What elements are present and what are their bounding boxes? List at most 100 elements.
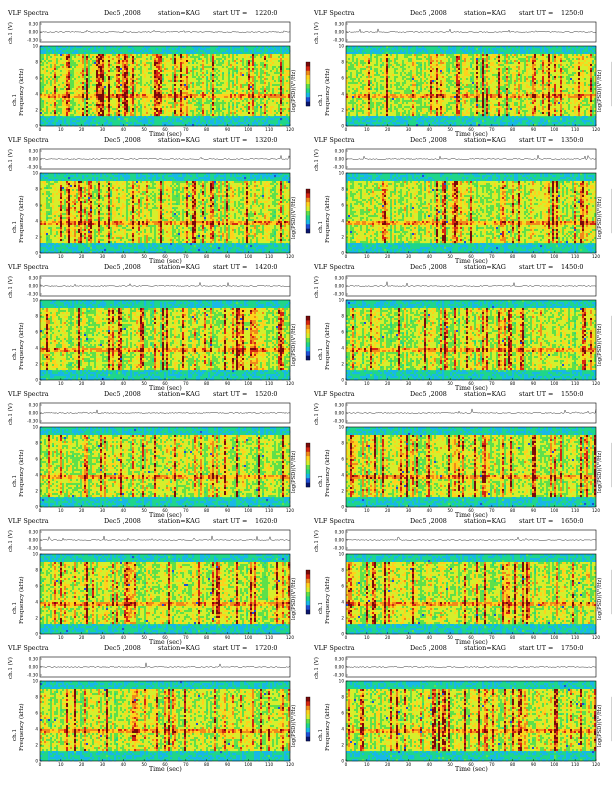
chv-tick-label: 0.00 [335,537,345,542]
time-tick-label: 100 [244,508,252,513]
chv-tick-label: 0.30 [335,656,345,661]
time-tick-label: 110 [571,762,579,767]
time-tick-label: 60 [468,254,474,259]
chv-tick-label: 0.30 [29,529,39,534]
freq-tick-label: 6 [341,456,344,461]
panel-start-time: 1250:0 [561,9,583,17]
time-tick-label: 90 [531,635,537,640]
time-tick-label: 0 [345,508,348,513]
freq-tick-label: 6 [35,329,38,334]
panel-station: station=KAG [158,390,200,398]
freq-tick-label: 2 [341,488,344,493]
panel-date: Dec5 ,2008 [104,644,141,652]
time-tick-label: 50 [141,381,147,386]
waveform-trace [345,536,597,542]
freq-tick-label: 6 [35,75,38,80]
time-tick-label: 80 [204,508,210,513]
colorbar [306,316,310,361]
chv-tick-label: 0.00 [29,29,39,34]
spectrogram-panel: VLF Spectra Dec5 ,2008 station=KAG start UT… [6,8,311,138]
panel-date: Dec5 ,2008 [104,390,141,398]
panel-start-time: 1450:0 [561,263,583,271]
time-tick-label: 70 [489,508,495,513]
time-tick-label: 110 [571,635,579,640]
waveform-trace [345,666,597,669]
time-tick-label: 20 [385,127,391,132]
time-tick-label: 10 [58,254,64,259]
time-tick-label: 40 [121,508,127,513]
time-tick-label: 30 [100,508,106,513]
time-tick-label: 20 [79,635,85,640]
time-tick-label: 50 [141,254,147,259]
panel-start-time: 1350:0 [561,136,583,144]
chv-tick-label: 0.30 [29,275,39,280]
time-tick-label: 80 [204,635,210,640]
chv-tick-label: 0.30 [29,148,39,153]
time-axis-label: Time (sec) [149,766,182,773]
time-tick-label: 100 [244,635,252,640]
chv-tick-label: 0.30 [335,275,345,280]
freq-tick-label: 10 [33,43,39,48]
colorbar-frame [305,315,311,361]
panel-start-time: 1520:0 [255,390,277,398]
waveform-trace [39,154,291,161]
freq-tick-label: 0 [35,631,38,636]
chv-tick-label: 0.30 [335,402,345,407]
freq-tick-label: 2 [341,742,344,747]
time-tick-label: 70 [183,762,189,767]
panel-title: VLF Spectra [8,9,49,17]
time-tick-label: 70 [489,254,495,259]
time-tick-label: 80 [510,635,516,640]
time-tick-label: 100 [244,254,252,259]
panel-date: Dec5 ,2008 [410,263,447,271]
time-tick-label: 100 [550,762,558,767]
panel-station: station=KAG [464,9,506,17]
chv-tick-label: -0.30 [333,164,344,169]
panel-station: station=KAG [464,517,506,525]
freq-tick-label: 10 [33,170,39,175]
time-tick-label: 10 [58,635,64,640]
time-tick-label: 100 [550,508,558,513]
time-tick-label: 40 [427,254,433,259]
time-tick-label: 50 [141,762,147,767]
spectrogram-panel: VLF Spectra Dec5 ,2008 station=KAG start UT… [312,262,612,392]
time-tick-label: 120 [592,762,600,767]
freq-tick-label: 4 [341,726,344,731]
time-tick-label: 50 [447,254,453,259]
chv-tick-label: 0.00 [335,283,345,288]
time-tick-label: 0 [39,381,42,386]
panel-start-label: start UT = [213,390,247,398]
panel-title: VLF Spectra [314,517,355,525]
time-tick-label: 50 [141,635,147,640]
panel-start-time: 1650:0 [561,517,583,525]
freq-tick-label: 4 [341,599,344,604]
freq-tick-label: 2 [35,107,38,112]
panel-header: VLF Spectra Dec5 ,2008 station=KAG start UT… [312,516,602,527]
spectrogram-panel: VLF Spectra Dec5 ,2008 station=KAG start UT… [6,643,311,773]
time-tick-label: 0 [39,127,42,132]
time-tick-label: 110 [571,127,579,132]
time-tick-label: 30 [100,254,106,259]
freq-tick-label: 8 [35,440,38,445]
chv-tick-label: 0.30 [29,402,39,407]
freq-tick-label: 8 [341,186,344,191]
colorbar-frame [305,569,311,615]
time-tick-label: 120 [286,127,294,132]
freq-tick-label: 8 [341,59,344,64]
spectrogram-panel: VLF Spectra Dec5 ,2008 station=KAG start UT… [312,8,612,138]
spectrogram-image [40,46,291,127]
time-tick-label: 60 [162,635,168,640]
spectrogram-panel: VLF Spectra Dec5 ,2008 station=KAG start UT… [6,135,311,265]
panel-start-label: start UT = [519,517,553,525]
time-tick-label: 90 [225,254,231,259]
chv-tick-label: -0.30 [333,291,344,296]
time-tick-label: 0 [345,635,348,640]
chv-tick-label: 0.00 [29,664,39,669]
panel-title: VLF Spectra [8,517,49,525]
time-axis-label: Time (sec) [149,258,182,265]
time-axis-label: Time (sec) [455,131,488,138]
panel-start-time: 1550:0 [561,390,583,398]
